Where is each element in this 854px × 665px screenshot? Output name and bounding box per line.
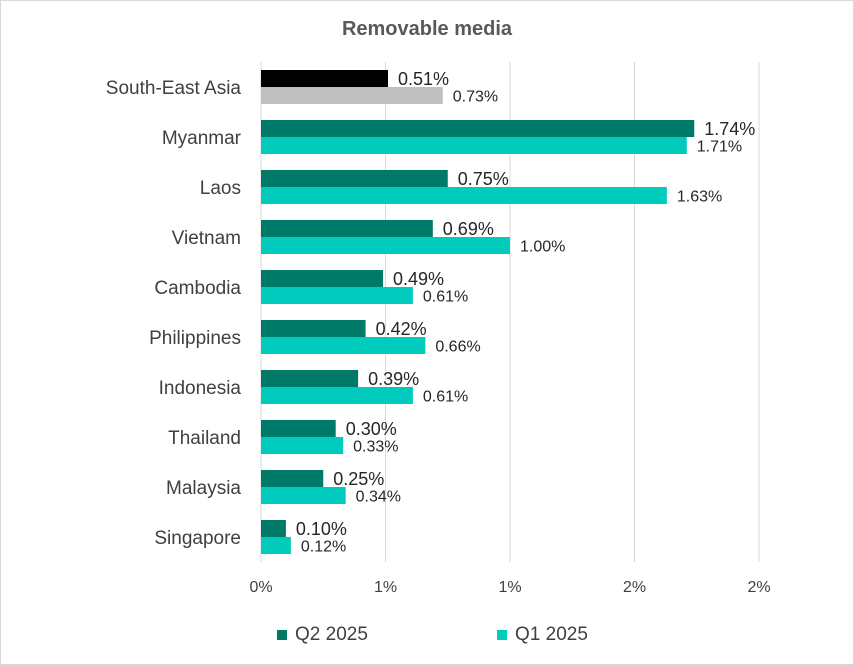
- bar-q2: [261, 120, 695, 137]
- category-label: Malaysia: [166, 478, 241, 499]
- bar-q1: [261, 487, 346, 504]
- bar-q2: [261, 320, 366, 337]
- category-label: Thailand: [168, 428, 241, 449]
- bar-q2: [261, 170, 448, 187]
- data-label: 0.39%: [368, 369, 419, 389]
- bar-q2: [261, 420, 336, 437]
- bar-q2: [261, 370, 359, 387]
- data-label: 1.00%: [520, 238, 565, 255]
- data-label: 0.49%: [393, 269, 444, 289]
- bar-q2: [261, 470, 324, 487]
- category-label: Philippines: [149, 328, 241, 349]
- data-label: 0.75%: [458, 169, 509, 189]
- data-label: 0.61%: [423, 388, 468, 405]
- x-tick-label: 2%: [623, 579, 646, 596]
- data-label: 0.51%: [398, 69, 449, 89]
- x-tick-label: 2%: [747, 579, 770, 596]
- data-label: 1.71%: [697, 138, 742, 155]
- legend-label-q2: Q2 2025: [295, 624, 368, 645]
- bar-q1: [261, 337, 426, 354]
- category-label: Cambodia: [154, 278, 241, 299]
- data-label: 1.63%: [677, 188, 722, 205]
- bar-q1: [261, 187, 667, 204]
- bar-q2: [261, 520, 286, 537]
- x-tick-label: 1%: [374, 579, 397, 596]
- category-label: Indonesia: [159, 378, 242, 399]
- data-label: 0.30%: [346, 419, 397, 439]
- legend-swatch-q1: [497, 630, 507, 640]
- bar-q2: [261, 270, 384, 287]
- bar-q1: [261, 137, 687, 154]
- data-label: 0.42%: [376, 319, 427, 339]
- bar-q1: [261, 437, 344, 454]
- data-label: 0.73%: [453, 88, 498, 105]
- bar-q1: [261, 387, 413, 404]
- bar-q1: [261, 537, 291, 554]
- data-label: 0.33%: [353, 438, 398, 455]
- bar-q2: [261, 70, 388, 87]
- data-label: 0.10%: [296, 519, 347, 539]
- x-tick-label: 1%: [498, 579, 521, 596]
- category-label: Laos: [200, 178, 241, 199]
- data-label: 0.34%: [356, 488, 401, 505]
- data-label: 1.74%: [704, 119, 755, 139]
- data-label: 0.69%: [443, 219, 494, 239]
- category-label: South-East Asia: [106, 78, 242, 99]
- legend-item-q2: Q2 2025: [277, 624, 368, 646]
- data-label: 0.61%: [423, 288, 468, 305]
- data-label: 0.66%: [435, 338, 480, 355]
- bar-q1: [261, 287, 413, 304]
- data-label: 0.12%: [301, 538, 346, 555]
- bar-q1: [261, 87, 443, 104]
- bar-q2: [261, 220, 433, 237]
- legend-swatch-q2: [277, 630, 287, 640]
- x-tick-label: 0%: [249, 579, 272, 596]
- bar-q1: [261, 237, 510, 254]
- chart-title: Removable media: [341, 18, 513, 40]
- data-label: 0.25%: [333, 469, 384, 489]
- legend-item-q1: Q1 2025: [497, 624, 588, 646]
- category-label: Vietnam: [172, 228, 241, 249]
- category-label: Singapore: [154, 528, 241, 549]
- legend-label-q1: Q1 2025: [515, 624, 588, 645]
- chart-legend: Q2 2025 Q1 2025: [0, 624, 854, 648]
- category-label: Myanmar: [162, 128, 242, 149]
